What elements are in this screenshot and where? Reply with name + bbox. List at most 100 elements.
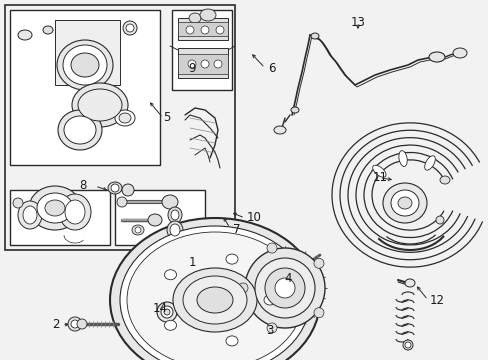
Ellipse shape — [274, 278, 294, 298]
Bar — [178, 22, 227, 36]
Bar — [172, 10, 231, 90]
Ellipse shape — [115, 110, 135, 126]
Bar — [178, 18, 227, 40]
Ellipse shape — [266, 323, 277, 333]
Ellipse shape — [273, 126, 285, 134]
Ellipse shape — [71, 53, 99, 77]
Ellipse shape — [185, 26, 194, 34]
Ellipse shape — [161, 306, 173, 318]
Ellipse shape — [119, 113, 131, 123]
Ellipse shape — [171, 210, 179, 220]
Ellipse shape — [397, 197, 411, 209]
Ellipse shape — [78, 89, 122, 121]
Bar — [10, 190, 110, 245]
Ellipse shape — [402, 340, 412, 350]
Text: 1: 1 — [188, 256, 196, 269]
Ellipse shape — [63, 45, 107, 85]
Ellipse shape — [45, 200, 65, 216]
Bar — [178, 48, 227, 78]
Text: 5: 5 — [163, 112, 170, 125]
Ellipse shape — [170, 224, 180, 236]
Ellipse shape — [68, 317, 82, 331]
Bar — [178, 54, 227, 74]
Ellipse shape — [398, 150, 407, 166]
Text: 8: 8 — [79, 180, 86, 193]
Ellipse shape — [164, 270, 176, 280]
Text: 4: 4 — [284, 271, 291, 284]
Ellipse shape — [168, 207, 182, 223]
Ellipse shape — [65, 200, 85, 224]
Ellipse shape — [183, 276, 246, 324]
Ellipse shape — [157, 302, 177, 322]
Ellipse shape — [439, 176, 449, 184]
Ellipse shape — [126, 24, 134, 32]
Text: 6: 6 — [267, 62, 275, 75]
Ellipse shape — [216, 26, 224, 34]
Text: 3: 3 — [266, 324, 273, 337]
Ellipse shape — [111, 184, 119, 192]
Ellipse shape — [132, 225, 143, 235]
Ellipse shape — [164, 320, 176, 330]
Ellipse shape — [189, 13, 201, 23]
Ellipse shape — [57, 40, 113, 90]
Ellipse shape — [173, 268, 257, 332]
Ellipse shape — [201, 60, 208, 68]
Ellipse shape — [225, 254, 238, 264]
Ellipse shape — [225, 336, 238, 346]
Bar — [55, 20, 120, 85]
Bar — [5, 5, 235, 250]
Ellipse shape — [310, 33, 318, 39]
Ellipse shape — [120, 226, 309, 360]
Ellipse shape — [238, 283, 247, 293]
Ellipse shape — [148, 214, 162, 226]
Ellipse shape — [214, 60, 222, 68]
Text: 13: 13 — [350, 15, 365, 28]
Ellipse shape — [108, 182, 122, 194]
Ellipse shape — [390, 190, 418, 216]
Text: 2: 2 — [52, 319, 60, 332]
Ellipse shape — [254, 258, 314, 318]
Ellipse shape — [123, 21, 137, 35]
Ellipse shape — [266, 243, 277, 253]
Text: 14: 14 — [152, 301, 167, 315]
Ellipse shape — [72, 83, 128, 127]
Ellipse shape — [37, 193, 73, 223]
Ellipse shape — [71, 320, 79, 328]
Ellipse shape — [77, 319, 87, 329]
Ellipse shape — [201, 26, 208, 34]
Text: 7: 7 — [232, 224, 240, 237]
Ellipse shape — [29, 186, 81, 230]
Ellipse shape — [23, 206, 37, 224]
Ellipse shape — [58, 110, 102, 150]
Ellipse shape — [404, 279, 414, 287]
Ellipse shape — [64, 116, 96, 144]
Ellipse shape — [197, 287, 232, 313]
Bar — [115, 190, 204, 245]
Ellipse shape — [424, 156, 434, 170]
Ellipse shape — [13, 198, 23, 208]
Text: 9: 9 — [188, 62, 196, 75]
Ellipse shape — [110, 218, 319, 360]
Ellipse shape — [59, 194, 91, 230]
Bar — [10, 10, 160, 165]
Ellipse shape — [428, 52, 444, 62]
Ellipse shape — [135, 227, 141, 233]
Ellipse shape — [43, 26, 53, 34]
Ellipse shape — [264, 295, 275, 305]
Text: 11: 11 — [372, 171, 386, 184]
Ellipse shape — [313, 308, 324, 318]
Ellipse shape — [435, 216, 443, 224]
Ellipse shape — [187, 60, 196, 68]
Ellipse shape — [18, 201, 42, 229]
Ellipse shape — [163, 309, 170, 315]
Text: 12: 12 — [429, 293, 444, 306]
Ellipse shape — [127, 232, 303, 360]
Ellipse shape — [162, 195, 178, 209]
Ellipse shape — [372, 165, 385, 177]
Ellipse shape — [18, 30, 32, 40]
Ellipse shape — [290, 107, 298, 113]
Ellipse shape — [382, 183, 426, 223]
Ellipse shape — [122, 184, 134, 196]
Ellipse shape — [404, 342, 410, 348]
Ellipse shape — [452, 48, 466, 58]
